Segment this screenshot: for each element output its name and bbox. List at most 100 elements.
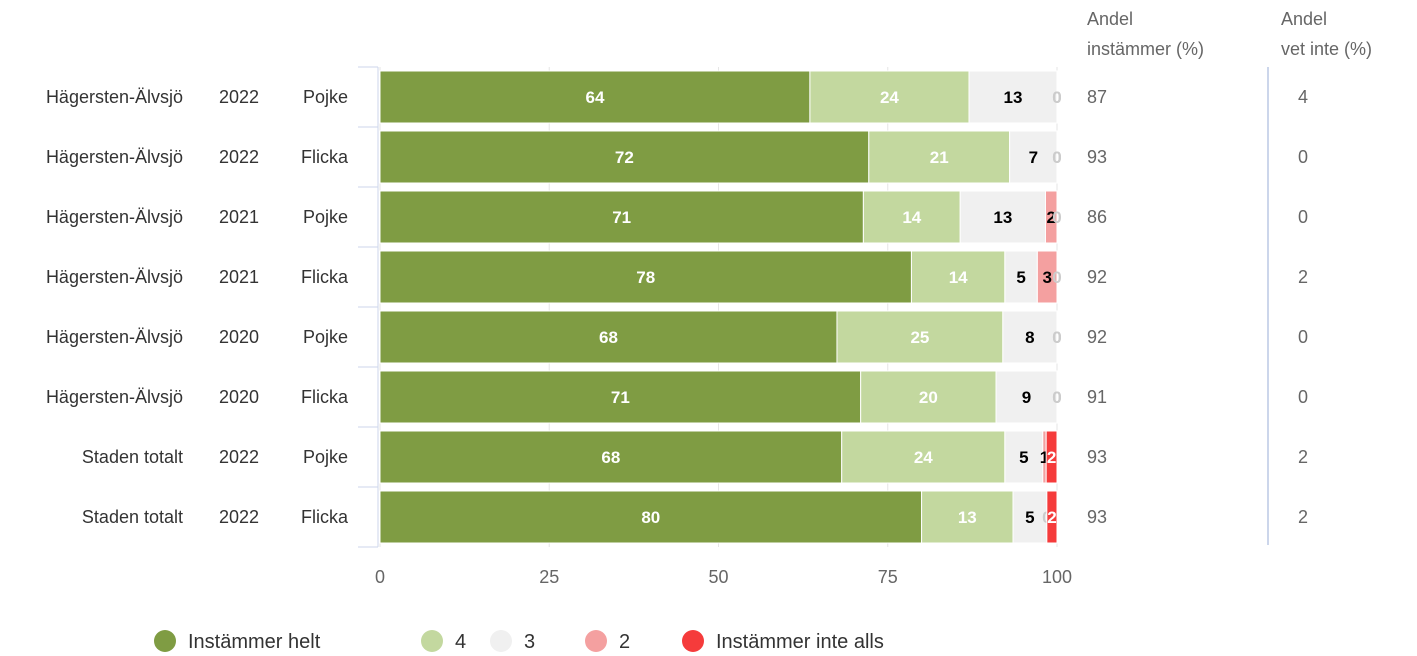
- data-label: 0: [1052, 328, 1061, 347]
- row-label-area: Hägersten-Älvsjö: [46, 267, 183, 287]
- bar-segment: [379, 310, 838, 364]
- bar-segment: [921, 490, 1014, 544]
- row-label-area: Staden totalt: [82, 507, 183, 527]
- side-column-value: 92: [1087, 327, 1107, 347]
- bar-segment: [379, 130, 870, 184]
- bar-segment: [379, 370, 862, 424]
- side-column-header: instämmer (%): [1087, 39, 1204, 59]
- x-tick-label: 100: [1042, 567, 1072, 587]
- data-label: 24: [914, 448, 933, 467]
- legend-label: Instämmer helt: [188, 631, 321, 653]
- data-label: 1: [1040, 448, 1049, 467]
- side-column-value: 86: [1087, 207, 1107, 227]
- data-label: 68: [601, 448, 620, 467]
- legend-marker: [585, 630, 607, 652]
- side-column-header: Andel: [1087, 9, 1133, 29]
- row-label-year: 2021: [219, 207, 259, 227]
- row-label-area: Hägersten-Älvsjö: [46, 207, 183, 227]
- bar-segment: [1036, 250, 1058, 304]
- side-column-value: 2: [1298, 267, 1308, 287]
- row-label-area: Hägersten-Älvsjö: [46, 147, 183, 167]
- data-label: 0: [1052, 148, 1061, 167]
- x-tick-label: 0: [375, 567, 385, 587]
- bar-segment: [1009, 130, 1058, 184]
- bar-segment: [959, 190, 1046, 244]
- side-column-value: 93: [1087, 507, 1107, 527]
- data-label: 5: [1025, 508, 1034, 527]
- side-column-value: 87: [1087, 87, 1107, 107]
- data-label: 0: [1052, 388, 1061, 407]
- x-tick-label: 50: [708, 567, 728, 587]
- row-label-year: 2022: [219, 147, 259, 167]
- data-label: 14: [902, 208, 921, 227]
- bar-segment: [379, 190, 864, 244]
- side-column-value: 0: [1298, 327, 1308, 347]
- data-label: 0: [1052, 388, 1061, 407]
- data-label: 14: [949, 268, 968, 287]
- category-axis: [358, 66, 379, 548]
- data-label: 13: [958, 508, 977, 527]
- data-label: 78: [636, 268, 655, 287]
- data-label: 2: [1047, 448, 1056, 467]
- bar-segment: [1045, 430, 1058, 484]
- data-label: 24: [880, 88, 899, 107]
- data-label: 13: [993, 208, 1012, 227]
- legend: Instämmer helt 4 3 2 Instämmer inte alls: [154, 630, 884, 653]
- data-label: 72: [615, 148, 634, 167]
- legend-marker: [421, 630, 443, 652]
- data-label: 0: [1052, 148, 1061, 167]
- data-label: 5: [1019, 448, 1028, 467]
- legend-label: 2: [619, 631, 630, 653]
- row-label-year: 2020: [219, 327, 259, 347]
- bar-segment: [379, 430, 843, 484]
- legend-marker: [682, 630, 704, 652]
- bar-segment: [1012, 490, 1048, 544]
- data-label: 5: [1016, 268, 1025, 287]
- row-label-year: 2022: [219, 87, 259, 107]
- legend-label: 3: [524, 631, 535, 653]
- bar-segment: [1004, 430, 1044, 484]
- data-label: 80: [641, 508, 660, 527]
- row-label-year: 2022: [219, 507, 259, 527]
- side-column-value: 93: [1087, 447, 1107, 467]
- data-label: 0: [1052, 328, 1061, 347]
- row-label-gender: Pojke: [303, 207, 348, 227]
- row-labels: Hägersten-Älvsjö 2022 Pojke Hägersten-Älvsj…: [46, 87, 349, 527]
- side-column-value: 4: [1298, 87, 1308, 107]
- data-label: 25: [910, 328, 929, 347]
- data-label: 3: [1042, 268, 1051, 287]
- side-column-header: vet inte (%): [1281, 39, 1372, 59]
- row-label-area: Staden totalt: [82, 447, 183, 467]
- data-label: 0: [1052, 88, 1061, 107]
- data-label: 8: [1025, 328, 1034, 347]
- side-columns: Andel instämmer (%) 87 93 86 92 92 91 93 93 Andel v…: [1087, 9, 1372, 545]
- side-column-value: 0: [1298, 147, 1308, 167]
- data-label: 0: [1052, 268, 1061, 287]
- data-label: 64: [585, 88, 604, 107]
- data-label: 71: [611, 388, 630, 407]
- row-label-gender: Pojke: [303, 327, 348, 347]
- bar-segment: [841, 430, 1006, 484]
- row-label-gender: Flicka: [301, 507, 349, 527]
- bar-segment: [1044, 190, 1058, 244]
- x-axis-ticks: 0 25 50 75 100: [375, 567, 1072, 587]
- bar-segment: [1046, 490, 1058, 544]
- x-tick-label: 25: [539, 567, 559, 587]
- bar-segment: [910, 250, 1006, 304]
- legend-marker: [490, 630, 512, 652]
- row-label-area: Hägersten-Älvsjö: [46, 327, 183, 347]
- data-label: 21: [930, 148, 949, 167]
- bar-segment: [868, 130, 1011, 184]
- data-label: 68: [599, 328, 618, 347]
- bar-segment: [995, 370, 1058, 424]
- bar-segment: [968, 70, 1058, 124]
- legend-label: Instämmer inte alls: [716, 631, 884, 653]
- side-column-value: 92: [1087, 267, 1107, 287]
- side-column-value: 91: [1087, 387, 1107, 407]
- side-column-value: 2: [1298, 447, 1308, 467]
- row-label-area: Hägersten-Älvsjö: [46, 387, 183, 407]
- bar-segment: [836, 310, 1004, 364]
- side-column-value: 2: [1298, 507, 1308, 527]
